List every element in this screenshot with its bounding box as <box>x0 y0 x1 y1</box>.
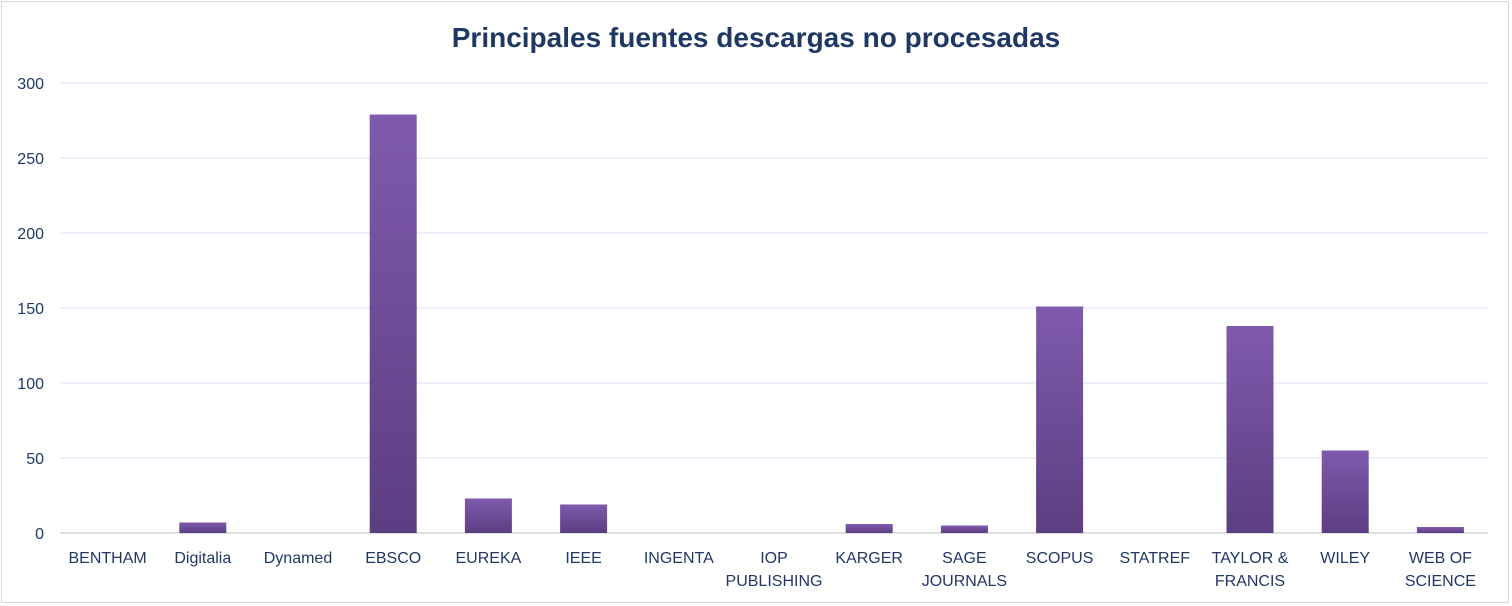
x-tick-label-line: KARGER <box>835 550 903 567</box>
y-tick-label: 50 <box>26 451 44 468</box>
x-tick-label: KARGER <box>835 550 903 567</box>
bar <box>845 524 893 533</box>
x-tick-label: INGENTA <box>644 550 714 567</box>
y-tick-label: 0 <box>35 526 44 543</box>
bar <box>940 525 988 533</box>
x-tick-label-line: EUREKA <box>456 550 522 567</box>
y-tick-label: 300 <box>17 76 44 93</box>
x-tick-label: EBSCO <box>365 550 421 567</box>
x-tick-label-line: SCOPUS <box>1026 550 1094 567</box>
bars <box>179 114 1464 533</box>
x-tick-label-line: JOURNALS <box>922 573 1007 590</box>
x-axis-labels: BENTHAM Digitalia Dynamed EBSCO EUREKA IEEE IN… <box>68 550 1475 590</box>
x-tick-label: EUREKA <box>456 550 522 567</box>
bar <box>1416 527 1464 533</box>
x-tick-label: STATREF <box>1120 550 1191 567</box>
x-tick-label: SAGE JOURNALS <box>922 550 1007 590</box>
x-tick-label-line: EBSCO <box>365 550 421 567</box>
x-tick-label: IEEE <box>565 550 601 567</box>
x-tick-label-line: FRANCIS <box>1215 573 1285 590</box>
bar <box>1226 326 1274 533</box>
x-tick-label-line: Digitalia <box>174 550 231 567</box>
x-tick-label: IOP PUBLISHING <box>726 550 823 590</box>
x-tick-label-line: WEB OF <box>1409 550 1472 567</box>
x-tick-label-line: BENTHAM <box>68 550 146 567</box>
y-axis-ticks: 0 50 100 150 200 250 300 <box>17 76 44 543</box>
x-tick-label-line: SAGE <box>942 550 986 567</box>
y-tick-label: 250 <box>17 151 44 168</box>
chart-title: Principales fuentes descargas no procesa… <box>451 22 1061 53</box>
x-tick-label-line: TAYLOR & <box>1212 550 1289 567</box>
x-tick-label-line: INGENTA <box>644 550 714 567</box>
x-tick-label-line: IOP <box>760 550 788 567</box>
x-tick-label-line: STATREF <box>1120 550 1191 567</box>
gridlines <box>60 82 1488 534</box>
x-tick-label-line: Dynamed <box>264 550 332 567</box>
x-tick-label: SCOPUS <box>1026 550 1094 567</box>
y-tick-label: 200 <box>17 226 44 243</box>
x-tick-label: WEB OF SCIENCE <box>1405 550 1476 590</box>
bar <box>179 522 227 533</box>
x-tick-label: Digitalia <box>174 550 231 567</box>
bar <box>369 114 417 533</box>
x-tick-label-line: IEEE <box>565 550 601 567</box>
x-tick-label: Dynamed <box>264 550 332 567</box>
x-tick-label-line: PUBLISHING <box>726 573 823 590</box>
y-tick-label: 100 <box>17 376 44 393</box>
bar <box>1036 306 1084 533</box>
x-tick-label-line: SCIENCE <box>1405 573 1476 590</box>
bar <box>1321 450 1369 533</box>
y-tick-label: 150 <box>17 301 44 318</box>
bar <box>560 504 608 533</box>
x-tick-label: TAYLOR & FRANCIS <box>1212 550 1289 590</box>
x-tick-label: WILEY <box>1320 550 1370 567</box>
bar <box>464 498 512 533</box>
x-tick-label-line: WILEY <box>1320 550 1370 567</box>
x-tick-label: BENTHAM <box>68 550 146 567</box>
